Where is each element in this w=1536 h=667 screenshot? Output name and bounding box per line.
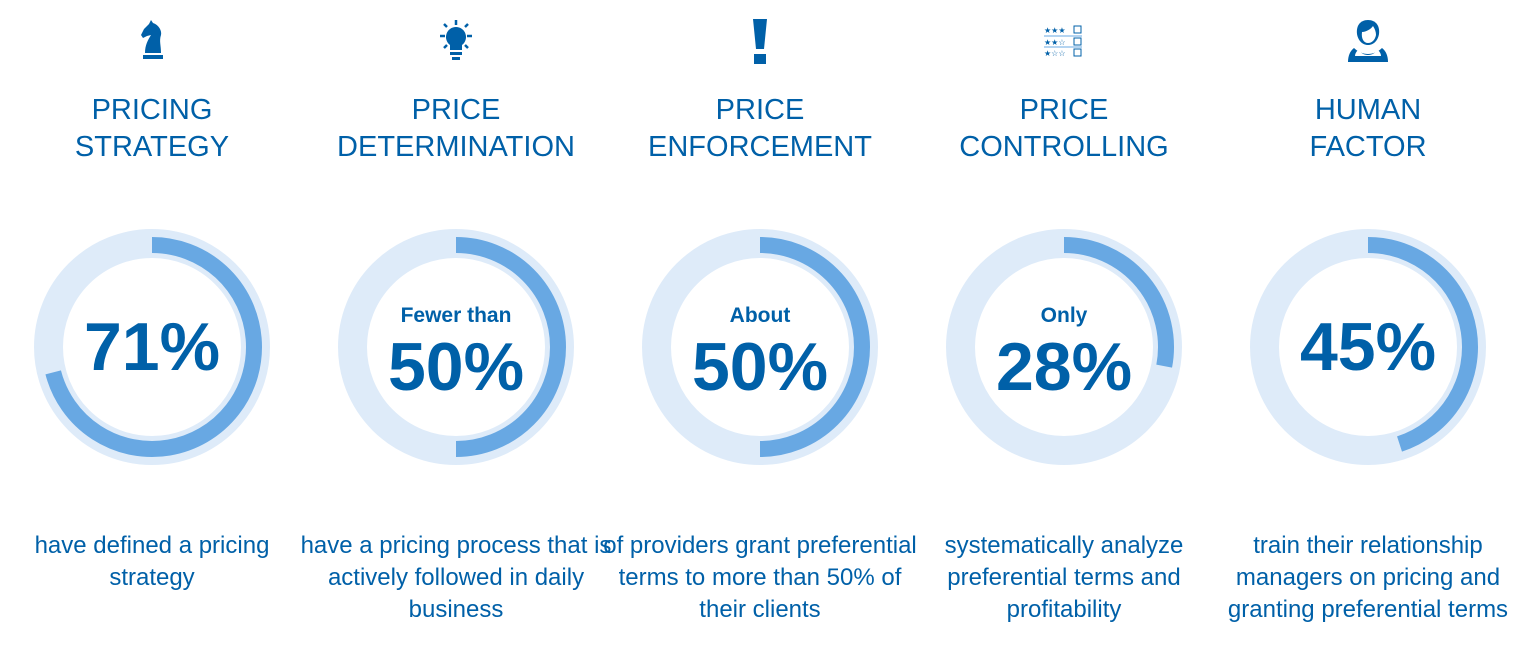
value-label: 45% (1299, 309, 1437, 385)
svg-text:★★★: ★★★ (1044, 26, 1066, 35)
value-prefix: Only (1040, 304, 1088, 327)
panel-description: train their relationship managers on pri… (1227, 532, 1509, 623)
value-prefix: Fewer than (400, 304, 512, 327)
title-line: HUMAN (1314, 94, 1422, 126)
donut-panel: PRICE ENFORCEMENT About 50% of providers… (603, 0, 917, 667)
value-label: 28% (995, 329, 1133, 405)
svg-text:★☆☆: ★☆☆ (1044, 49, 1066, 58)
donut-arc (1063, 237, 1174, 368)
title-line: STRATEGY (74, 131, 230, 163)
title-line: CONTROLLING (959, 131, 1169, 163)
donut-panel: PRICE DETERMINATION Fewer than 50% have … (301, 0, 611, 667)
star-rating-checklist-icon: ★★★ ★★☆ ★☆☆ (912, 16, 1216, 66)
panel-title: PRICE DETERMINATION (304, 92, 608, 166)
donut-arc (1367, 237, 1478, 452)
svg-text:★★☆: ★★☆ (1044, 38, 1066, 47)
panel-description: have a pricing process that is actively … (300, 532, 612, 623)
chess-knight-icon (0, 16, 304, 66)
donut-chart (1250, 229, 1486, 465)
value-label: 50% (387, 329, 525, 405)
title-line: FACTOR (1309, 131, 1427, 163)
panel-description: have defined a pricing strategy (34, 532, 270, 591)
donut-chart (338, 229, 574, 465)
title-line: PRICING (91, 94, 213, 126)
title-line: PRICE (411, 94, 501, 126)
donut-label: About 50% (642, 229, 878, 471)
lightbulb-icon (304, 16, 608, 66)
donut-label: 45% (1250, 229, 1486, 465)
donut-chart (642, 229, 878, 465)
value-prefix: About (729, 304, 791, 327)
donut-panel: ★★★ ★★☆ ★☆☆ PRICE CONTROLLING Only 28% sys… (912, 0, 1216, 667)
donut-label: Only 28% (946, 229, 1182, 471)
donut-label: 71% (34, 229, 270, 465)
donut-arc (759, 237, 870, 457)
title-line: ENFORCEMENT (648, 131, 872, 163)
panel-description: systematically analyze preferential term… (944, 532, 1184, 623)
donut-label: Fewer than 50% (338, 229, 574, 471)
value-label: 71% (83, 309, 221, 385)
panel-title: PRICE ENFORCEMENT (608, 92, 912, 166)
exclamation-icon (608, 16, 912, 66)
person-icon (1216, 16, 1520, 66)
title-line: PRICE (1019, 94, 1109, 126)
donut-chart (34, 229, 270, 465)
panel-title: PRICE CONTROLLING (912, 92, 1216, 166)
panel-title: PRICING STRATEGY (0, 92, 304, 166)
donut-panel: HUMAN FACTOR 45% train their relationshi… (1216, 0, 1520, 667)
donut-chart (946, 229, 1182, 465)
panel-description: of providers grant preferential terms to… (603, 532, 917, 623)
value-label: 50% (691, 329, 829, 405)
panel-title: HUMAN FACTOR (1216, 92, 1520, 166)
donut-arc (455, 237, 566, 457)
title-line: PRICE (715, 94, 805, 126)
title-line: DETERMINATION (337, 131, 575, 163)
donut-arc (45, 237, 262, 457)
donut-panel: PRICING STRATEGY 71% have defined a pric… (0, 0, 304, 667)
